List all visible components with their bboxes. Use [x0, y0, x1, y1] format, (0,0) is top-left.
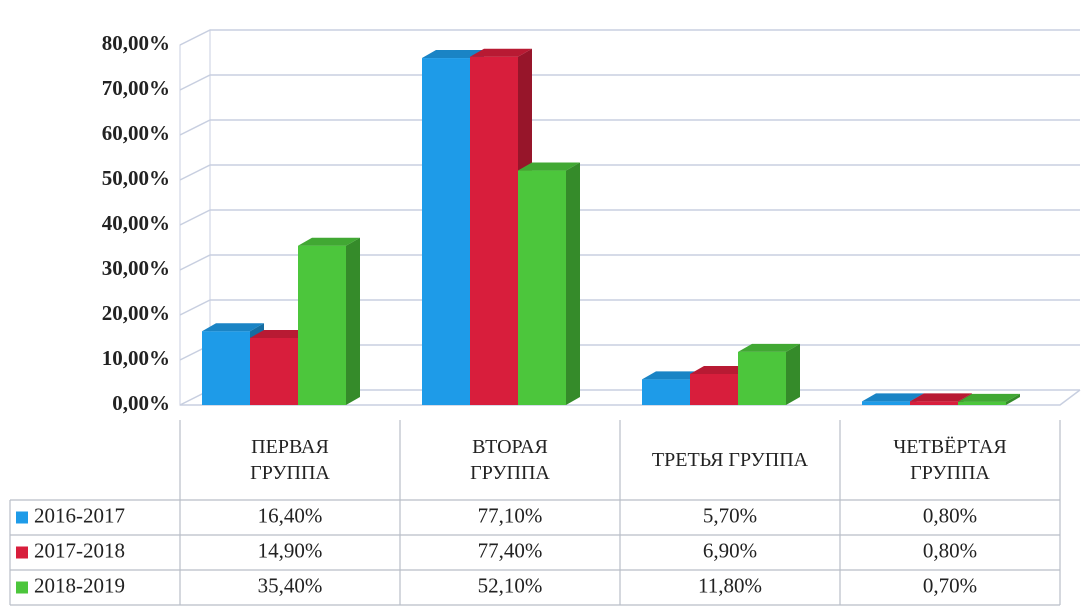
bar-top [958, 393, 1020, 402]
legend-key [16, 546, 28, 559]
category-cell: ТРЕТЬЯ ГРУППА [651, 449, 809, 471]
legend-label: 2016-2017 [34, 503, 125, 527]
bar-front [958, 401, 1006, 405]
category-cell: ЧЕТВЁРТАЯ ГРУППА [893, 436, 1007, 484]
data-label: 77,40% [478, 538, 543, 562]
grid-line [179, 299, 1080, 316]
bar-top [250, 329, 312, 338]
bar-front [910, 401, 958, 405]
data-label: 0,80% [923, 538, 977, 562]
bar-top [422, 50, 484, 59]
bar-top [690, 365, 752, 374]
legend-label: 2017-2018 [34, 538, 125, 562]
data-label: 11,80% [698, 573, 762, 597]
bar [518, 162, 580, 405]
bar-top [298, 237, 360, 246]
x-tick-label: ПЕРВАЯ ГРУППА [250, 436, 330, 484]
grid-line [179, 164, 1080, 181]
bar-side [786, 343, 800, 405]
data-label: 14,90% [258, 538, 323, 562]
data-label: 16,40% [258, 503, 323, 527]
y-tick-label: 10,00% [102, 346, 170, 370]
bar-top [518, 162, 580, 171]
bar-front [690, 373, 738, 405]
x-tick-label: ЧЕТВЁРТАЯ ГРУППА [893, 436, 1007, 484]
bar-top [862, 393, 924, 402]
x-tick-label: ВТОРАЯ ГРУППА [470, 436, 550, 484]
data-label: 35,40% [258, 573, 323, 597]
bar-front [470, 56, 518, 405]
category-cell: ПЕРВАЯ ГРУППА [250, 436, 330, 484]
y-tick-label: 70,00% [102, 76, 170, 100]
legend-key [16, 581, 28, 594]
bar-front [862, 401, 910, 405]
bar-top [470, 48, 532, 57]
category-cell: ВТОРАЯ ГРУППА [470, 436, 550, 484]
data-label: 5,70% [703, 503, 757, 527]
x-tick-label: ТРЕТЬЯ ГРУППА [651, 449, 809, 471]
grid-line [179, 74, 1080, 91]
bar [958, 393, 1020, 405]
bar [298, 237, 360, 405]
legend-label: 2018-2019 [34, 573, 125, 597]
y-tick-label: 20,00% [102, 301, 170, 325]
bar-top [910, 393, 972, 402]
bar-front [642, 379, 690, 405]
y-tick-label: 0,00% [112, 391, 170, 415]
bar-side [1006, 393, 1020, 405]
bar-top [738, 343, 800, 352]
grid-line [179, 29, 1080, 46]
bar-side [346, 237, 360, 405]
grid-line [179, 209, 1080, 226]
bar-top [642, 371, 704, 380]
legend-key [16, 511, 28, 524]
data-label: 6,90% [703, 538, 757, 562]
data-label: 52,10% [478, 573, 543, 597]
bar-front [202, 331, 250, 405]
bar-front [298, 245, 346, 405]
grid-line [179, 254, 1080, 271]
y-tick-label: 30,00% [102, 256, 170, 280]
y-tick-label: 80,00% [102, 31, 170, 55]
bar-front [250, 337, 298, 405]
grid-line [179, 119, 1080, 136]
bar-front [738, 351, 786, 405]
y-tick-label: 60,00% [102, 121, 170, 145]
y-tick-label: 40,00% [102, 211, 170, 235]
bar-front [422, 58, 470, 406]
y-tick-label: 50,00% [102, 166, 170, 190]
bar-top [202, 323, 264, 332]
bar-front [518, 170, 566, 405]
data-label: 0,80% [923, 503, 977, 527]
bar-side [566, 162, 580, 405]
data-label: 77,10% [478, 503, 543, 527]
bar [738, 343, 800, 405]
data-label: 0,70% [923, 573, 977, 597]
